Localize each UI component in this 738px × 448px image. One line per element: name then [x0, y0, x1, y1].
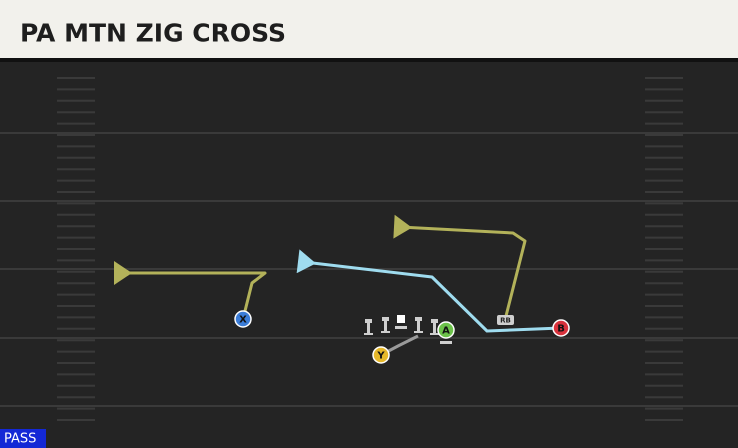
- player-label: Y: [376, 351, 385, 362]
- header-bar: [0, 0, 738, 58]
- player-x: X: [234, 310, 252, 328]
- player-y: Y: [372, 346, 390, 364]
- player-b: B: [552, 319, 570, 337]
- route: [393, 214, 527, 321]
- route: [114, 261, 267, 320]
- linemen: [364, 315, 452, 344]
- hash-marks: [57, 77, 683, 421]
- route: [296, 249, 562, 333]
- player-rb: RB: [497, 315, 514, 325]
- player-label: RB: [500, 317, 511, 325]
- player-label: X: [239, 315, 247, 326]
- player-label: B: [557, 324, 565, 335]
- player-a: A: [437, 321, 455, 339]
- play-type-badge: [0, 429, 46, 448]
- play-type: PASS: [4, 432, 36, 447]
- player-label: A: [442, 326, 450, 337]
- play-title: PA MTN ZIG CROSS: [20, 19, 286, 48]
- header-shadow: [0, 58, 738, 62]
